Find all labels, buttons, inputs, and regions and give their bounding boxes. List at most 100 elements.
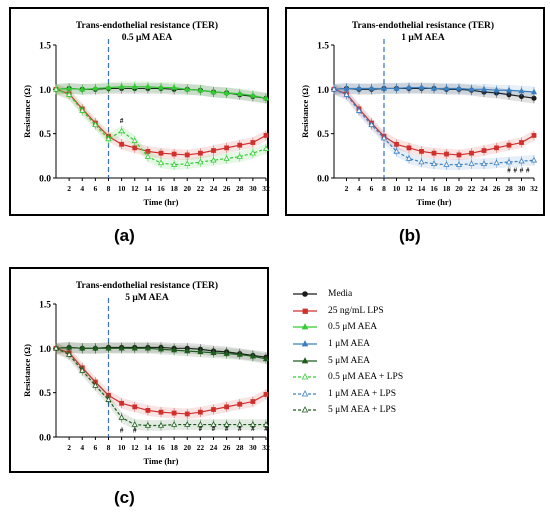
chart-panel-1: Trans-endothelial resistance (TER) 0.5 μM… bbox=[9, 7, 270, 216]
data-point bbox=[223, 421, 230, 427]
data-point bbox=[132, 404, 138, 410]
data-point bbox=[355, 107, 363, 113]
x-tick-label: 8 bbox=[107, 184, 111, 193]
x-tick-label: 32 bbox=[262, 184, 270, 193]
y-tick-label: 0.5 bbox=[39, 389, 51, 399]
legend-item: Media bbox=[292, 286, 542, 303]
y-tick-label: 1.5 bbox=[317, 42, 329, 52]
data-point bbox=[119, 400, 125, 406]
panel-frame bbox=[9, 267, 269, 473]
x-tick-label: 10 bbox=[393, 184, 401, 193]
series-line bbox=[333, 88, 535, 166]
data-point bbox=[157, 159, 165, 166]
data-point bbox=[236, 90, 243, 96]
chart-title: Trans-endothelial resistance (TER) bbox=[76, 280, 218, 291]
legend-label: 0.5 μM AEA bbox=[328, 322, 378, 333]
chart-subtitle: 1 μM AEA bbox=[401, 33, 445, 43]
data-point bbox=[184, 160, 191, 167]
data-point bbox=[184, 85, 191, 92]
x-tick-label: 2 bbox=[67, 184, 71, 193]
data-point bbox=[531, 133, 537, 138]
panel-label-c: (c) bbox=[114, 488, 135, 507]
legend-item: 1 μM AEA bbox=[292, 336, 542, 353]
data-point bbox=[468, 85, 475, 92]
x-tick-label: 24 bbox=[480, 184, 488, 193]
data-point bbox=[144, 153, 151, 159]
significance-marker: # bbox=[264, 425, 268, 433]
data-point bbox=[249, 149, 256, 156]
panel-frame bbox=[9, 7, 269, 216]
legend-item: 25 ng/mL LPS bbox=[292, 303, 542, 320]
legend-swatch bbox=[293, 373, 317, 380]
chart-panel-3: Trans-endothelial resistance (TER) 5 μM A… bbox=[9, 267, 270, 473]
x-tick-label: 4 bbox=[357, 184, 361, 193]
data-point bbox=[330, 85, 338, 92]
data-point bbox=[79, 367, 86, 373]
data-point bbox=[443, 161, 450, 167]
x-tick-label: 32 bbox=[530, 184, 538, 193]
series-1-m-aea bbox=[330, 82, 538, 98]
significance-marker: # bbox=[120, 117, 124, 125]
data-point bbox=[131, 344, 138, 351]
data-point bbox=[184, 411, 190, 417]
data-point bbox=[157, 422, 165, 428]
panel-frame bbox=[285, 7, 545, 216]
x-tick-label: 2 bbox=[345, 184, 349, 193]
y-tick-label: 1.5 bbox=[39, 42, 51, 52]
data-point bbox=[355, 85, 363, 91]
data-point bbox=[92, 382, 99, 388]
chart-subtitle: 0.5 μM AEA bbox=[122, 33, 173, 43]
data-point bbox=[262, 421, 270, 427]
x-tick-label: 32 bbox=[262, 443, 270, 452]
x-tick-label: 8 bbox=[382, 184, 386, 193]
x-tick-label: 26 bbox=[223, 184, 231, 193]
x-axis-label: Time (hr) bbox=[416, 197, 451, 207]
y-axis-label: Resistance (Ω) bbox=[300, 85, 310, 138]
data-point bbox=[145, 407, 151, 413]
data-point bbox=[368, 121, 375, 127]
legend-item: 0.5 μM AEA bbox=[292, 319, 542, 336]
data-point bbox=[119, 141, 125, 147]
x-tick-label: 14 bbox=[418, 184, 426, 193]
significance-marker: # bbox=[120, 427, 124, 435]
data-point bbox=[237, 142, 243, 148]
legend-label: Media bbox=[328, 289, 353, 300]
legend-item: 0.5 μM AEA + LPS bbox=[292, 369, 542, 386]
x-tick-label: 6 bbox=[370, 184, 374, 193]
data-point bbox=[250, 140, 256, 145]
data-point bbox=[131, 421, 138, 427]
significance-marker: # bbox=[212, 425, 216, 433]
x-tick-label: 12 bbox=[405, 184, 413, 193]
legend-label: 5 μM AEA bbox=[328, 355, 371, 366]
data-point bbox=[530, 156, 538, 163]
data-point bbox=[144, 83, 151, 89]
data-point bbox=[184, 421, 191, 427]
significance-marker: # bbox=[133, 427, 137, 435]
data-point bbox=[250, 399, 256, 404]
y-tick-label: 1.5 bbox=[39, 301, 51, 311]
data-point bbox=[406, 145, 412, 151]
x-tick-label: 30 bbox=[518, 184, 526, 193]
legend-label: 1 μM AEA bbox=[328, 339, 371, 350]
data-point bbox=[197, 348, 204, 355]
x-tick-label: 24 bbox=[210, 443, 218, 452]
series-5-m-aea-lps bbox=[52, 343, 270, 431]
series-0-5-m-aea-lps bbox=[52, 84, 270, 171]
data-point bbox=[210, 349, 217, 355]
x-tick-label: 30 bbox=[249, 184, 257, 193]
legend-swatch bbox=[293, 340, 317, 347]
data-point bbox=[519, 140, 524, 145]
data-point bbox=[211, 148, 216, 153]
y-tick-label: 1.0 bbox=[39, 86, 51, 96]
data-point bbox=[224, 404, 230, 410]
data-point bbox=[405, 84, 413, 90]
data-point bbox=[197, 158, 204, 165]
data-point bbox=[444, 151, 449, 157]
data-point bbox=[171, 346, 178, 353]
data-point bbox=[223, 155, 230, 161]
data-point bbox=[262, 355, 270, 362]
data-point bbox=[419, 148, 424, 154]
data-point bbox=[144, 344, 151, 351]
data-point bbox=[480, 160, 488, 167]
data-point bbox=[197, 421, 204, 427]
